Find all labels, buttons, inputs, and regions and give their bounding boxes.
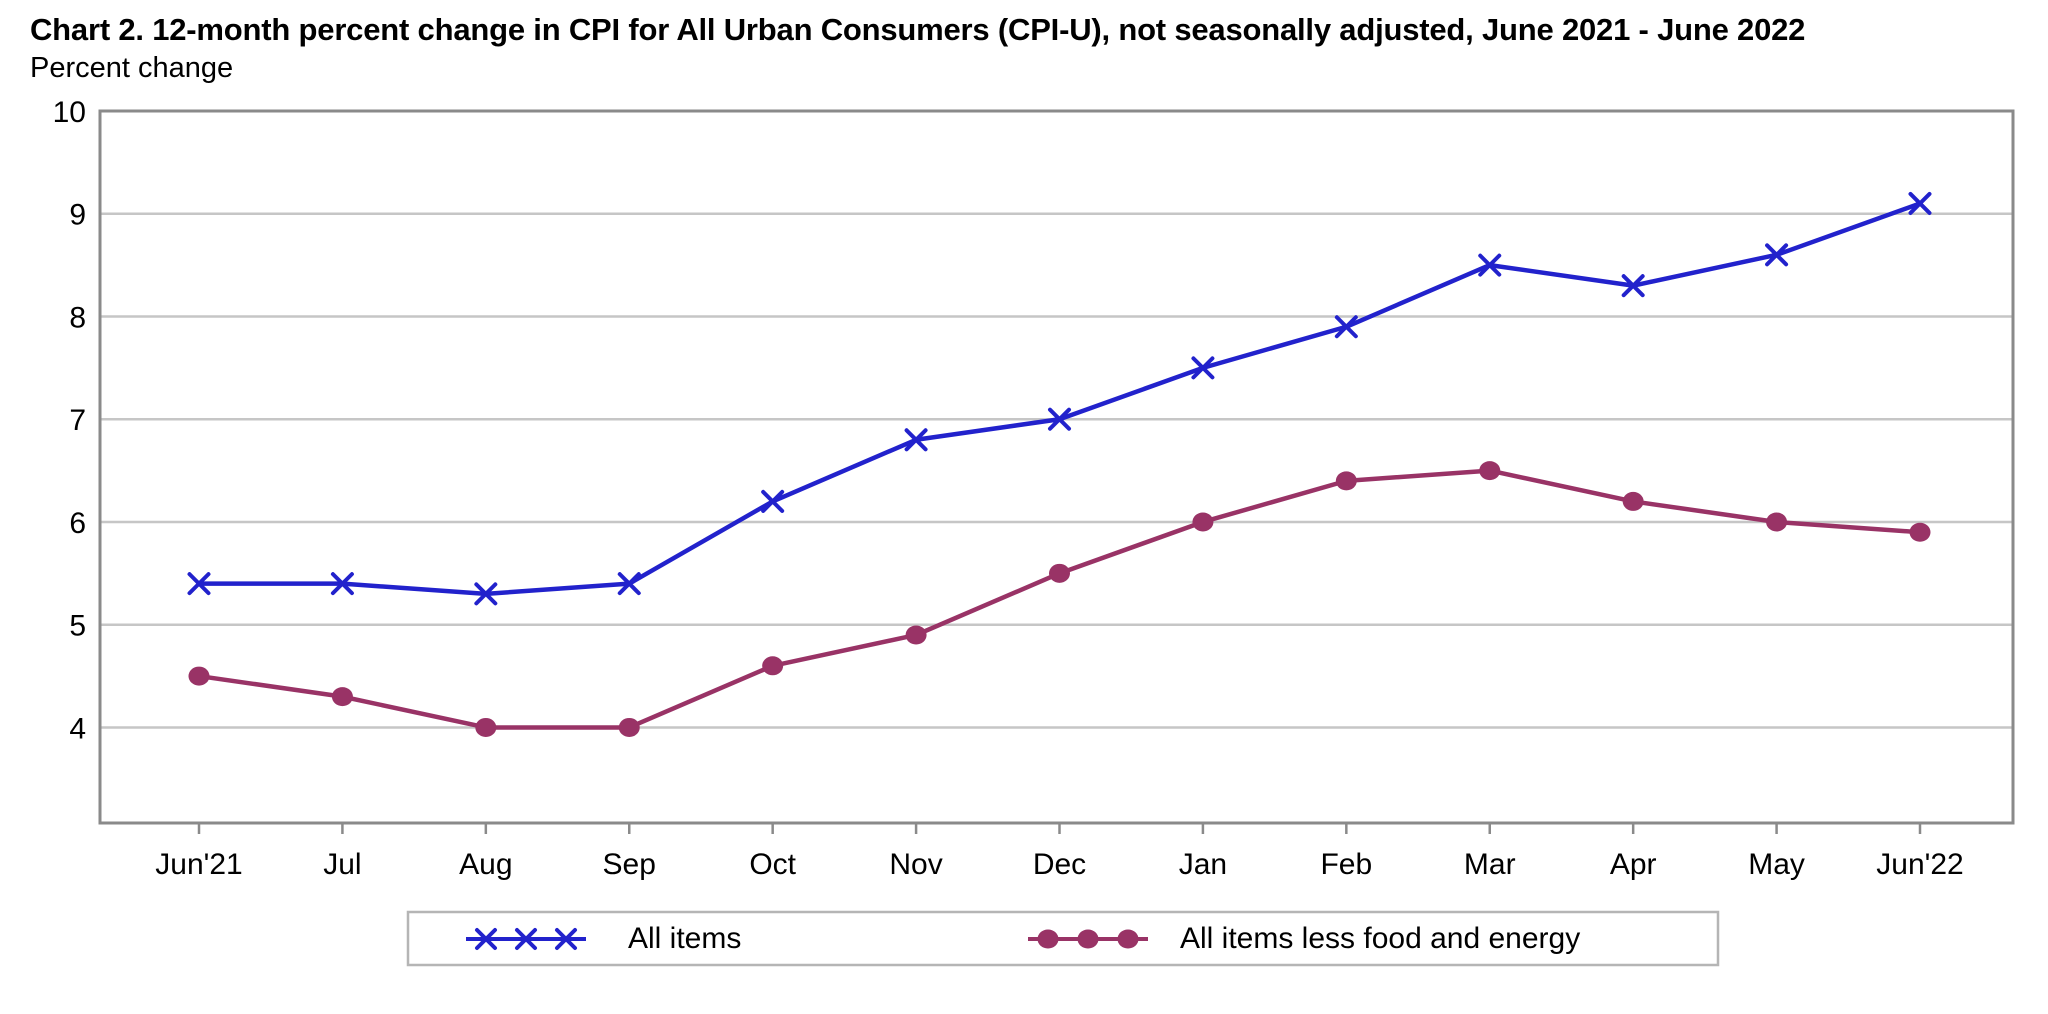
data-point-x-marker bbox=[1334, 315, 1358, 339]
legend-circle-marker bbox=[1077, 929, 1099, 949]
x-tick-label: Nov bbox=[889, 848, 942, 881]
legend-circle-marker bbox=[1037, 929, 1059, 949]
x-tick-label: May bbox=[1748, 848, 1805, 881]
data-point-circle-marker bbox=[1622, 491, 1644, 511]
x-tick-label: Dec bbox=[1033, 848, 1086, 881]
chart-title: Chart 2. 12-month percent change in CPI … bbox=[30, 12, 1806, 47]
data-point-circle-marker bbox=[1766, 512, 1788, 532]
data-point-x-marker bbox=[1048, 407, 1071, 431]
legend-label: All items bbox=[628, 922, 741, 955]
x-tick-label: Jul bbox=[323, 848, 361, 881]
y-tick-label: 8 bbox=[69, 301, 86, 334]
legend-x-marker bbox=[515, 928, 537, 950]
y-tick-label: 5 bbox=[69, 610, 86, 643]
x-tick-label: Oct bbox=[749, 848, 796, 881]
data-point-circle-marker bbox=[1049, 563, 1070, 583]
data-point-circle-marker bbox=[618, 717, 640, 737]
data-point-x-marker bbox=[330, 572, 354, 596]
data-point-x-marker bbox=[474, 582, 498, 606]
x-tick-label: Feb bbox=[1320, 848, 1372, 881]
data-point-circle-marker bbox=[331, 687, 353, 707]
y-tick-label: 9 bbox=[69, 199, 86, 232]
plot-border bbox=[98, 109, 2015, 825]
x-tick-label: Aug bbox=[459, 848, 512, 881]
data-point-x-marker bbox=[187, 572, 211, 596]
data-point-circle-marker bbox=[1479, 461, 1501, 481]
y-axis-unit-label: Percent change bbox=[30, 52, 234, 84]
y-tick-label: 4 bbox=[69, 712, 86, 745]
data-point-x-marker bbox=[1908, 191, 1932, 215]
x-tick-label: Mar bbox=[1464, 848, 1516, 881]
x-tick-label: Jan bbox=[1179, 848, 1227, 881]
data-point-x-marker bbox=[1765, 243, 1789, 267]
data-point-x-marker bbox=[904, 428, 928, 452]
data-point-x-marker bbox=[1478, 253, 1502, 277]
legend-circle-marker bbox=[1117, 929, 1139, 949]
data-point-x-marker bbox=[1621, 274, 1645, 298]
data-point-circle-marker bbox=[1335, 471, 1357, 491]
data-point-x-marker bbox=[1191, 356, 1215, 380]
data-point-circle-marker bbox=[475, 717, 497, 737]
plot-area bbox=[100, 111, 2013, 823]
x-tick-label: Sep bbox=[603, 848, 656, 881]
y-tick-label: 7 bbox=[69, 404, 86, 437]
y-tick-label: 10 bbox=[53, 96, 86, 129]
x-tick-label: Jun'22 bbox=[1876, 848, 1963, 881]
y-tick-label: 6 bbox=[69, 507, 86, 540]
data-point-x-marker bbox=[617, 572, 641, 596]
legend-x-marker bbox=[475, 928, 497, 950]
x-tick-label: Jun'21 bbox=[155, 848, 242, 881]
x-tick-label: Apr bbox=[1610, 848, 1657, 881]
data-point-circle-marker bbox=[1192, 512, 1214, 532]
data-point-x-marker bbox=[761, 489, 785, 513]
data-point-circle-marker bbox=[762, 656, 784, 676]
legend-x-marker bbox=[555, 928, 577, 950]
data-point-circle-marker bbox=[905, 625, 927, 645]
data-point-circle-marker bbox=[188, 666, 210, 686]
data-point-circle-marker bbox=[1909, 522, 1931, 542]
legend-label: All items less food and energy bbox=[1180, 922, 1580, 955]
